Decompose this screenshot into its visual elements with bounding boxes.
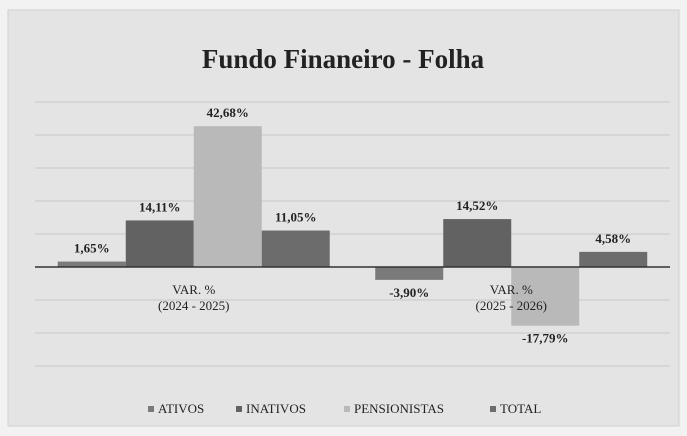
legend-swatch [490,406,496,412]
value-label: 14,52% [456,198,498,213]
legend-label: ATIVOS [158,401,204,416]
value-label: 11,05% [275,210,317,225]
legend-swatch [148,406,154,412]
x-tick-label: VAR. % [172,282,215,297]
bar [375,267,444,280]
value-label: 14,11% [139,199,181,214]
value-label: 1,65% [74,241,110,256]
legend-label: INATIVOS [246,401,306,416]
bar [193,126,262,267]
value-label: -17,79% [522,331,569,346]
bar [511,267,580,326]
bar [261,230,330,267]
x-tick-label: (2024 - 2025) [158,298,230,313]
bar [125,220,194,267]
chart-background [7,9,680,427]
bar [579,251,648,267]
legend-swatch [344,406,350,412]
legend-label: TOTAL [500,401,541,416]
value-label: 4,58% [595,231,631,246]
value-label: -3,90% [389,285,429,300]
bar [57,261,126,267]
bar [443,219,512,267]
legend-swatch [236,406,242,412]
value-label: 42,68% [207,105,249,120]
x-tick-label: (2025 - 2026) [476,298,548,313]
x-tick-label: VAR. % [490,282,533,297]
legend-label: PENSIONISTAS [354,401,444,416]
chart-title: Fundo Finaneiro - Folha [202,44,485,74]
